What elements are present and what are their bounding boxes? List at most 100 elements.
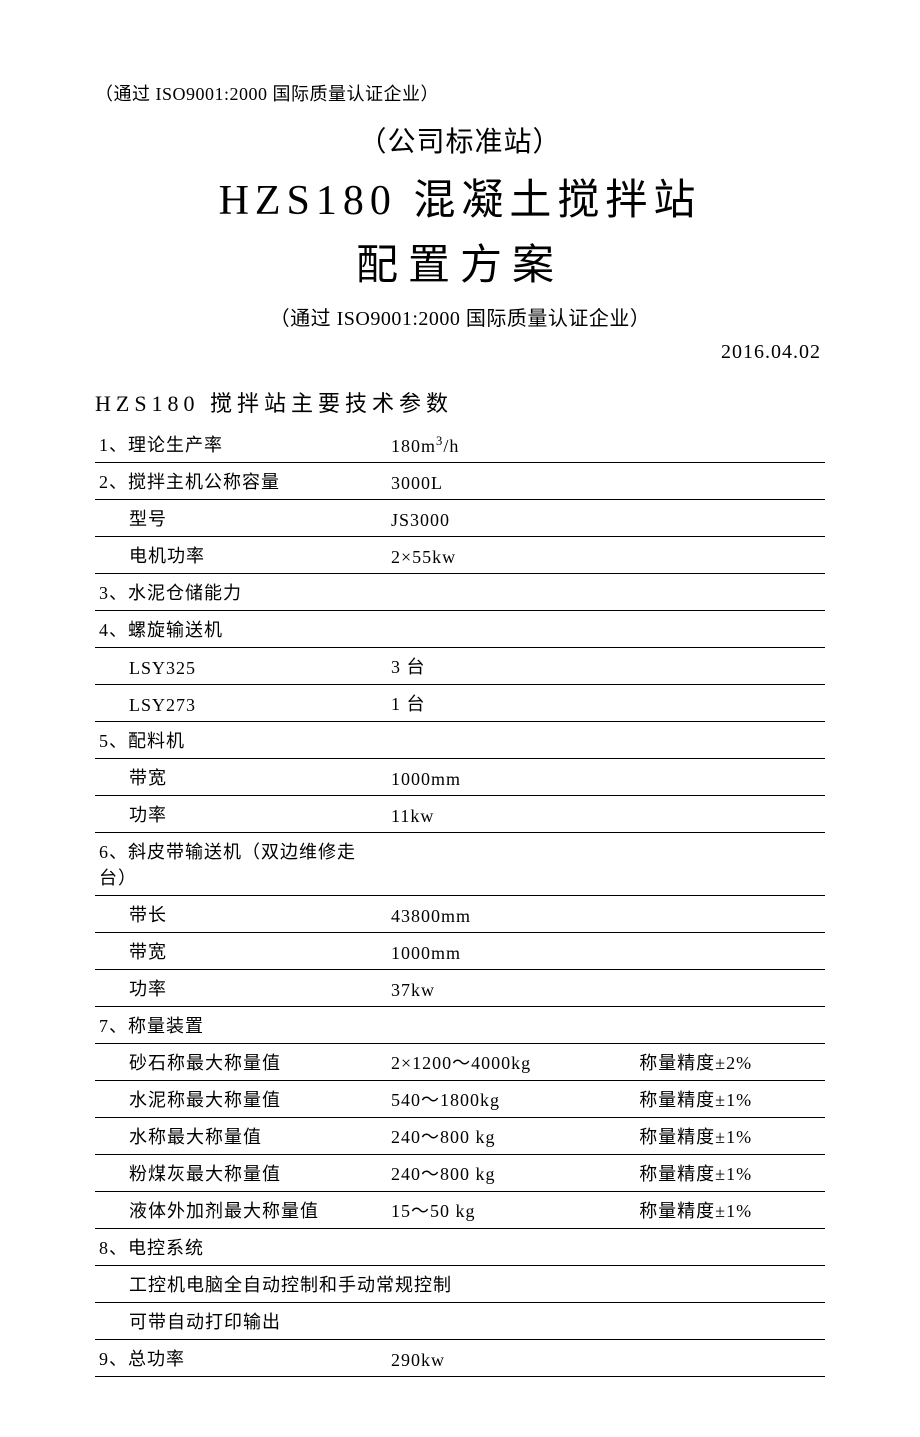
table-row: 3、水泥仓储能力 xyxy=(95,574,825,611)
spec-value: 1 台 xyxy=(387,685,635,722)
spec-precision xyxy=(635,933,825,970)
table-row: 粉煤灰最大称量值240～800 kg称量精度±1% xyxy=(95,1155,825,1192)
spec-label: 带长 xyxy=(95,896,387,933)
spec-label: 功率 xyxy=(95,970,387,1007)
spec-precision xyxy=(635,1303,825,1340)
spec-value: 37kw xyxy=(387,970,635,1007)
spec-label: 9、总功率 xyxy=(95,1340,387,1377)
table-row: 9、总功率290kw xyxy=(95,1340,825,1377)
spec-label: LSY273 xyxy=(95,685,387,722)
spec-value xyxy=(387,833,635,896)
table-row: 8、电控系统 xyxy=(95,1229,825,1266)
spec-label: 1、理论生产率 xyxy=(95,426,387,463)
spec-value: 240～800 kg xyxy=(387,1155,635,1192)
spec-label: 水泥称最大称量值 xyxy=(95,1081,387,1118)
table-row: LSY3253 台 xyxy=(95,648,825,685)
table-row: 砂石称最大称量值2×1200～4000kg称量精度±2% xyxy=(95,1044,825,1081)
spec-value: 43800mm xyxy=(387,896,635,933)
spec-value: 1000mm xyxy=(387,933,635,970)
spec-label: 砂石称最大称量值 xyxy=(95,1044,387,1081)
table-row: 带宽1000mm xyxy=(95,759,825,796)
spec-value: 15～50 kg xyxy=(387,1192,635,1229)
table-row: 2、搅拌主机公称容量3000L xyxy=(95,463,825,500)
spec-precision xyxy=(635,970,825,1007)
table-row: 型号JS3000 xyxy=(95,500,825,537)
spec-value: 2×1200～4000kg xyxy=(387,1044,635,1081)
spec-label: 可带自动打印输出 xyxy=(95,1303,387,1340)
spec-precision xyxy=(635,685,825,722)
spec-label: 粉煤灰最大称量值 xyxy=(95,1155,387,1192)
table-row: 4、螺旋输送机 xyxy=(95,611,825,648)
table-row: 带宽1000mm xyxy=(95,933,825,970)
table-row: LSY2731 台 xyxy=(95,685,825,722)
spec-label: LSY325 xyxy=(95,648,387,685)
spec-label: 液体外加剂最大称量值 xyxy=(95,1192,387,1229)
spec-value: 240～800 kg xyxy=(387,1118,635,1155)
table-row: 6、斜皮带输送机（双边维修走台） xyxy=(95,833,825,896)
spec-precision xyxy=(635,537,825,574)
spec-precision: 称量精度±2% xyxy=(635,1044,825,1081)
spec-value xyxy=(387,1007,635,1044)
table-row: 可带自动打印输出 xyxy=(95,1303,825,1340)
spec-label: 带宽 xyxy=(95,933,387,970)
spec-precision xyxy=(635,796,825,833)
spec-label: 2、搅拌主机公称容量 xyxy=(95,463,387,500)
spec-value: 180m3/h xyxy=(387,426,635,463)
spec-precision xyxy=(635,722,825,759)
spec-precision xyxy=(635,1340,825,1377)
spec-value: 540～1800kg xyxy=(387,1081,635,1118)
spec-label: 电机功率 xyxy=(95,537,387,574)
spec-precision: 称量精度±1% xyxy=(635,1118,825,1155)
section-title: HZS180 搅拌站主要技术参数 xyxy=(95,386,825,418)
spec-value: 11kw xyxy=(387,796,635,833)
spec-label: 型号 xyxy=(95,500,387,537)
spec-label: 5、配料机 xyxy=(95,722,387,759)
table-row: 功率37kw xyxy=(95,970,825,1007)
spec-table: 1、理论生产率180m3/h2、搅拌主机公称容量3000L型号JS3000电机功… xyxy=(95,426,825,1377)
spec-precision xyxy=(635,1007,825,1044)
spec-value: JS3000 xyxy=(387,500,635,537)
spec-precision xyxy=(635,574,825,611)
spec-value xyxy=(387,722,635,759)
spec-precision xyxy=(635,833,825,896)
spec-label: 6、斜皮带输送机（双边维修走台） xyxy=(95,833,387,896)
spec-precision xyxy=(635,896,825,933)
table-row: 工控机电脑全自动控制和手动常规控制 xyxy=(95,1266,825,1303)
subtitle: （公司标准站） xyxy=(95,120,825,160)
spec-label: 带宽 xyxy=(95,759,387,796)
table-row: 水泥称最大称量值540～1800kg称量精度±1% xyxy=(95,1081,825,1118)
spec-precision xyxy=(635,648,825,685)
spec-value xyxy=(387,1229,635,1266)
spec-label: 4、螺旋输送机 xyxy=(95,611,387,648)
spec-label: 功率 xyxy=(95,796,387,833)
title-line-2: 配置方案 xyxy=(95,231,825,292)
table-row: 1、理论生产率180m3/h xyxy=(95,426,825,463)
table-row: 7、称量装置 xyxy=(95,1007,825,1044)
spec-precision xyxy=(635,611,825,648)
spec-label: 水称最大称量值 xyxy=(95,1118,387,1155)
table-row: 功率11kw xyxy=(95,796,825,833)
spec-label: 8、电控系统 xyxy=(95,1229,387,1266)
spec-precision xyxy=(635,500,825,537)
spec-precision xyxy=(635,759,825,796)
spec-label: 工控机电脑全自动控制和手动常规控制 xyxy=(95,1266,825,1303)
spec-value: 3000L xyxy=(387,463,635,500)
table-row: 5、配料机 xyxy=(95,722,825,759)
spec-precision xyxy=(635,426,825,463)
spec-precision: 称量精度±1% xyxy=(635,1192,825,1229)
spec-value: 1000mm xyxy=(387,759,635,796)
spec-label: 3、水泥仓储能力 xyxy=(95,574,387,611)
spec-value xyxy=(387,574,635,611)
spec-value xyxy=(387,611,635,648)
table-row: 液体外加剂最大称量值15～50 kg称量精度±1% xyxy=(95,1192,825,1229)
table-row: 水称最大称量值240～800 kg称量精度±1% xyxy=(95,1118,825,1155)
title-line-1: HZS180 混凝土搅拌站 xyxy=(95,166,825,227)
spec-value: 290kw xyxy=(387,1340,635,1377)
spec-precision: 称量精度±1% xyxy=(635,1081,825,1118)
table-row: 带长43800mm xyxy=(95,896,825,933)
spec-precision xyxy=(635,463,825,500)
spec-precision xyxy=(635,1229,825,1266)
certification-mid: （通过 ISO9001:2000 国际质量认证企业） xyxy=(95,302,825,331)
table-row: 电机功率2×55kw xyxy=(95,537,825,574)
spec-label: 7、称量装置 xyxy=(95,1007,387,1044)
